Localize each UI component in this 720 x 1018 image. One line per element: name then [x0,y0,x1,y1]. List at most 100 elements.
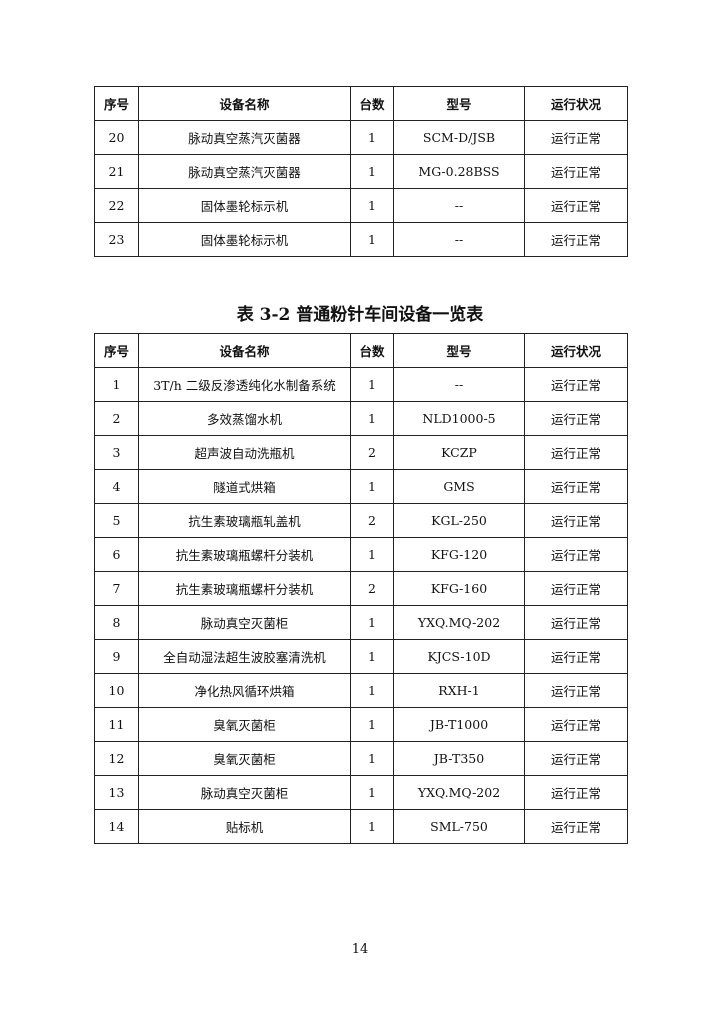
table-title: 表 3-2 普通粉针车间设备一览表 [236,305,484,325]
table-cell: 多效蒸馏水机 [138,401,351,436]
table-cell: 1 [350,154,394,189]
table-cell: NLD1000-5 [393,401,525,436]
header-cell: 运行状况 [524,86,628,121]
table-cell: 脉动真空蒸汽灭菌器 [138,120,351,155]
table-cell: 1 [350,775,394,810]
table-row: 7 抗生素玻璃瓶螺杆分装机 2 KFG-160 运行正常 [94,571,628,606]
table-cell: GMS [393,469,525,504]
table-cell: 运行正常 [524,503,628,538]
table-cell: YXQ.MQ-202 [393,605,525,640]
table-cell: 1 [350,469,394,504]
table-cell: 运行正常 [524,188,628,223]
table-cell: 3 [94,435,139,470]
table-row: 23 固体墨轮标示机 1 -- 运行正常 [94,222,628,257]
table-cell: 1 [350,673,394,708]
table-cell: 4 [94,469,139,504]
table-row: 10 净化热风循环烘箱 1 RXH-1 运行正常 [94,673,628,708]
table-cell: 14 [94,809,139,844]
table-cell: KFG-160 [393,571,525,606]
table-row: 9 全自动湿法超生波胶塞清洗机 1 KJCS-10D 运行正常 [94,639,628,674]
table-cell: 运行正常 [524,741,628,776]
table-cell: JB-T350 [393,741,525,776]
table-cell: 23 [94,222,139,257]
table-cell: 7 [94,571,139,606]
table-cell: 抗生素玻璃瓶螺杆分装机 [138,537,351,572]
table-cell: 13 [94,775,139,810]
table-row: 8 脉动真空灭菌柜 1 YXQ.MQ-202 运行正常 [94,605,628,640]
table-cell: 2 [350,503,394,538]
table-cell: 2 [350,435,394,470]
table-cell: 1 [350,222,394,257]
table-cell: 2 [350,571,394,606]
table-cell: 1 [350,809,394,844]
table-cell: -- [393,222,525,257]
table-cell: 臭氧灭菌柜 [138,707,351,742]
table-cell: 20 [94,120,139,155]
table-cell: 1 [350,188,394,223]
table-row: 2 多效蒸馏水机 1 NLD1000-5 运行正常 [94,401,628,436]
table-cell: 6 [94,537,139,572]
table: 序号 设备名称 台数 型号 运行状况 1 3T/h 二级反渗透纯化水制备系统 1 -- 运行正常 2… [94,333,628,844]
header-cell: 型号 [393,86,525,121]
table-cell: 运行正常 [524,707,628,742]
header-cell: 序号 [94,333,139,368]
table-cell: 10 [94,673,139,708]
table-cell: KCZP [393,435,525,470]
table-cell: 臭氧灭菌柜 [138,741,351,776]
table-cell: 运行正常 [524,605,628,640]
header-cell: 设备名称 [138,333,351,368]
table-cell: 运行正常 [524,367,628,402]
table-cell: 净化热风循环烘箱 [138,673,351,708]
header-cell: 台数 [350,333,394,368]
header-cell: 运行状况 [524,333,628,368]
table-cell: 2 [94,401,139,436]
table-cell: SML-750 [393,809,525,844]
table-row: 20 脉动真空蒸汽灭菌器 1 SCM-D/JSB 运行正常 [94,120,628,155]
table-cell: 全自动湿法超生波胶塞清洗机 [138,639,351,674]
table-cell: 运行正常 [524,809,628,844]
table-row: 6 抗生素玻璃瓶螺杆分装机 1 KFG-120 运行正常 [94,537,628,572]
table-cell: 1 [350,120,394,155]
table-cell: 22 [94,188,139,223]
table-cell: 抗生素玻璃瓶螺杆分装机 [138,571,351,606]
table-cell: 运行正常 [524,775,628,810]
table-cell: 3T/h 二级反渗透纯化水制备系统 [138,367,351,402]
table-row: 14 贴标机 1 SML-750 运行正常 [94,809,628,844]
header-row: 序号 设备名称 台数 型号 运行状况 [94,333,628,368]
table-row: 4 隧道式烘箱 1 GMS 运行正常 [94,469,628,504]
header-cell: 序号 [94,86,139,121]
table-cell: 运行正常 [524,435,628,470]
table-cell: 1 [350,537,394,572]
table-cell: MG-0.28BSS [393,154,525,189]
table-cell: 运行正常 [524,673,628,708]
table-cell: 9 [94,639,139,674]
table-cell: 1 [350,605,394,640]
table-cell: -- [393,188,525,223]
table-cell: 1 [350,741,394,776]
header-cell: 台数 [350,86,394,121]
table-cell: YXQ.MQ-202 [393,775,525,810]
table-cell: 1 [350,707,394,742]
table-cell: 1 [350,639,394,674]
table-cell: 21 [94,154,139,189]
table: 序号 设备名称 台数 型号 运行状况 20 脉动真空蒸汽灭菌器 1 SCM-D/JSB 运行正常 2… [94,86,628,257]
table-cell: 固体墨轮标示机 [138,222,351,257]
table-row: 3 超声波自动洗瓶机 2 KCZP 运行正常 [94,435,628,470]
table-cell: JB-T1000 [393,707,525,742]
table-cell: 超声波自动洗瓶机 [138,435,351,470]
table-row: 1 3T/h 二级反渗透纯化水制备系统 1 -- 运行正常 [94,367,628,402]
table-row: 21 脉动真空蒸汽灭菌器 1 MG-0.28BSS 运行正常 [94,154,628,189]
table-cell: 脉动真空灭菌柜 [138,605,351,640]
table-cell: 运行正常 [524,537,628,572]
table-cell: 运行正常 [524,401,628,436]
table-cell: RXH-1 [393,673,525,708]
table-row: 5 抗生素玻璃瓶轧盖机 2 KGL-250 运行正常 [94,503,628,538]
table-cell: 隧道式烘箱 [138,469,351,504]
table-cell: SCM-D/JSB [393,120,525,155]
table-cell: 运行正常 [524,469,628,504]
table-cell: KFG-120 [393,537,525,572]
page-number: 14 [351,942,369,957]
table-row: 13 脉动真空灭菌柜 1 YXQ.MQ-202 运行正常 [94,775,628,810]
header-row: 序号 设备名称 台数 型号 运行状况 [94,86,628,121]
